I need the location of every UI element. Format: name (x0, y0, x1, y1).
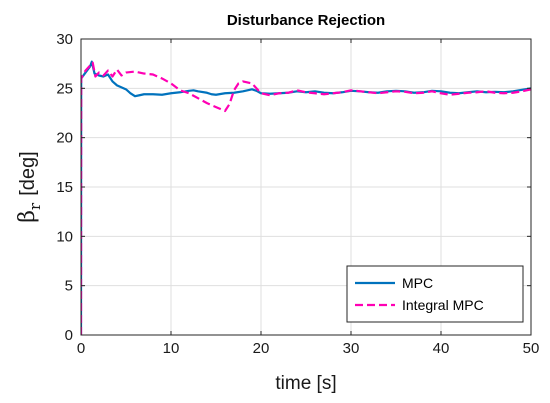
x-tick-label: 50 (523, 340, 540, 357)
series-line-mpc (81, 60, 531, 335)
y-axis-label: βr [deg] (15, 151, 44, 222)
legend-entry-integral-mpc: Integral MPC (402, 297, 484, 313)
y-tick-label: 0 (65, 327, 73, 344)
y-tick-label: 5 (65, 278, 73, 295)
x-tick-label: 40 (433, 340, 450, 357)
y-axis-label-unit-space (15, 196, 40, 203)
y-tick-label: 10 (56, 228, 73, 245)
x-tick-label: 30 (343, 340, 360, 357)
chart-title: Disturbance Rejection (227, 12, 385, 29)
y-tick-label: 30 (56, 31, 73, 48)
x-tick-label: 10 (163, 340, 180, 357)
x-tick-label: 20 (253, 340, 270, 357)
x-tick-label: 0 (77, 340, 85, 357)
series-line-integral-mpc (81, 61, 531, 335)
x-axis-label: time [s] (275, 373, 336, 394)
y-axis-label-symbol: β (15, 210, 40, 223)
legend-box (346, 265, 524, 323)
axis-ticks: 0 10 20 30 40 50 0 5 10 15 20 25 30 (56, 31, 539, 357)
y-tick-label: 15 (56, 179, 73, 196)
legend-entry-mpc: MPC (402, 275, 433, 291)
y-axis-label-unit: [deg] (17, 151, 39, 195)
legend: MPC Integral MPC (346, 265, 524, 323)
y-tick-label: 20 (56, 130, 73, 147)
y-tick-label: 25 (56, 80, 73, 97)
y-axis-label-subscript: r (26, 202, 44, 210)
series-layer (81, 60, 531, 335)
